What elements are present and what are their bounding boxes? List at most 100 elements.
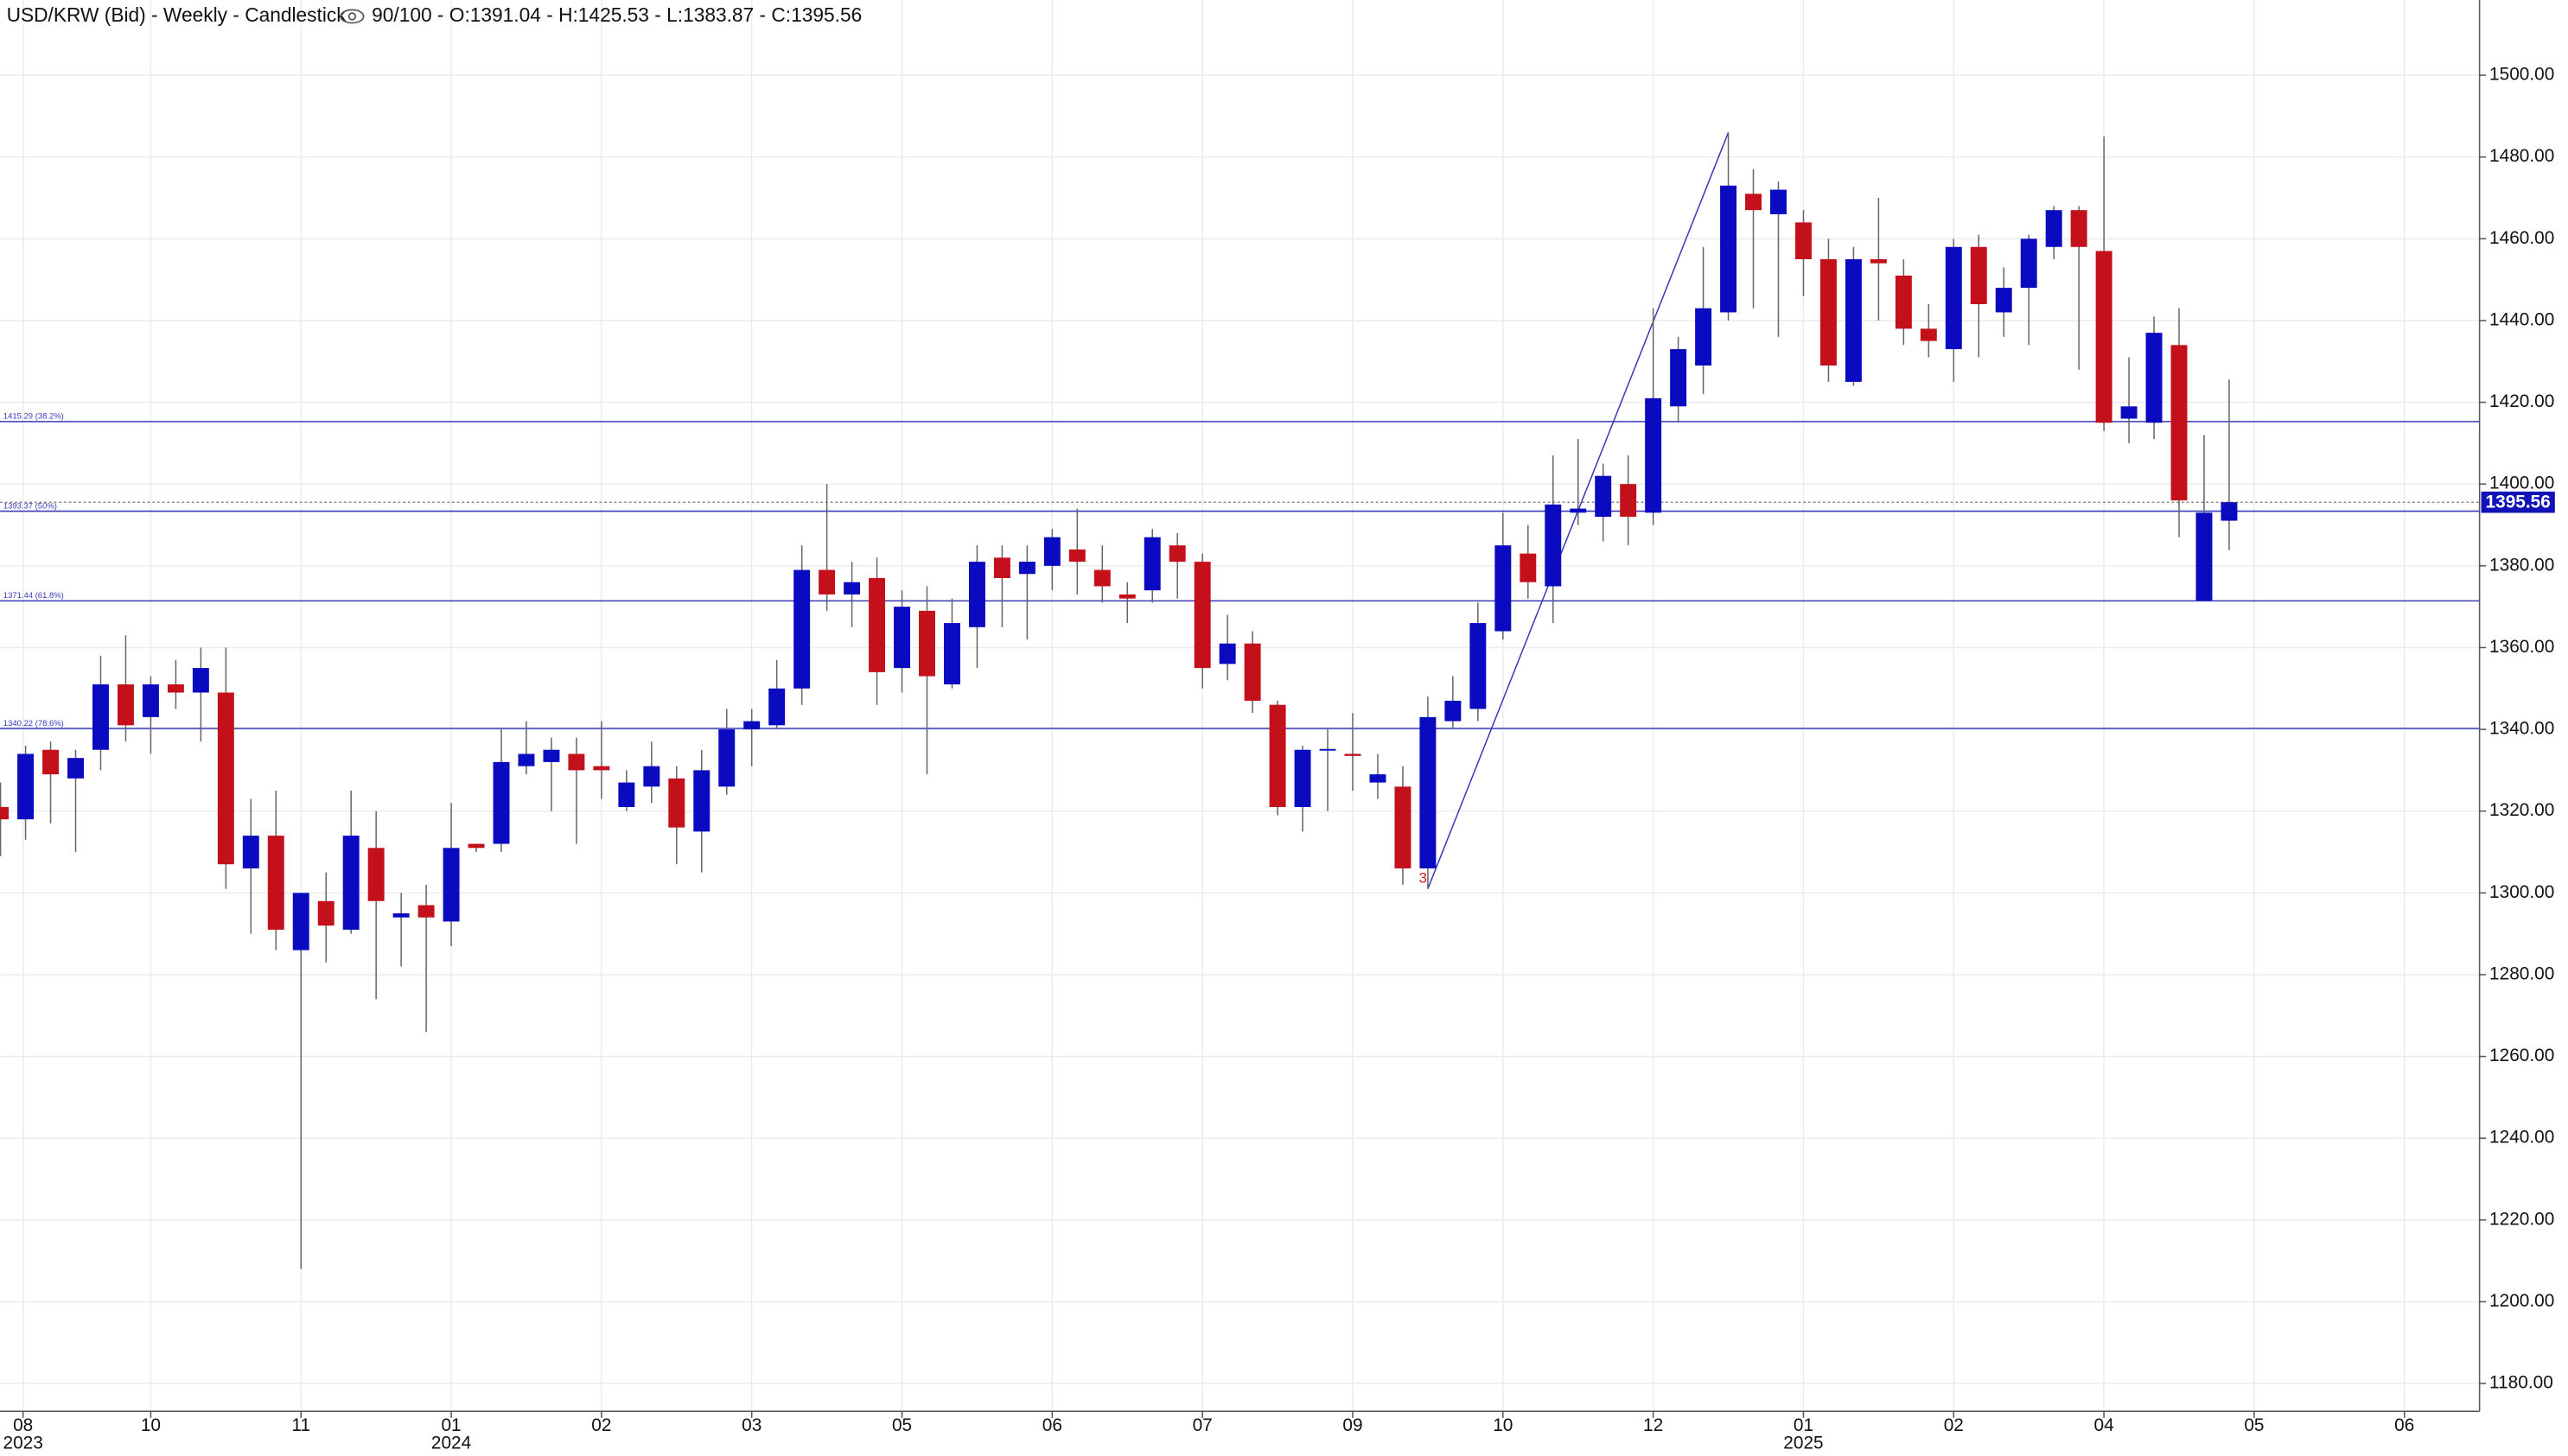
candle-body [1319, 748, 1336, 751]
candles: 3 [0, 132, 2238, 1269]
candle-body [1394, 786, 1411, 868]
candle-body [267, 836, 284, 930]
candle-body [793, 569, 811, 689]
x-tick-label: 02 [591, 1415, 611, 1435]
candle-body [117, 684, 134, 726]
x-tick-label: 06 [2394, 1415, 2414, 1435]
year-label: 2024 [431, 1434, 471, 1453]
candle-body [1870, 258, 1887, 264]
chart-title: USD/KRW (Bid) - Weekly - Candlestick [7, 3, 347, 26]
candle-body [919, 610, 935, 677]
candle-body [42, 749, 60, 775]
candle-body [1419, 716, 1437, 868]
candle-body [1219, 643, 1236, 664]
candle-body [1068, 549, 1086, 563]
candle-body [593, 766, 610, 771]
candle-body [292, 893, 309, 951]
candle-body [718, 729, 736, 787]
fib-label: 1393.37 (50%) [3, 501, 57, 511]
candle-body [1670, 349, 1687, 407]
candle-body [568, 753, 585, 771]
candle-body [1645, 397, 1662, 513]
x-tick-label: 12 [1643, 1415, 1663, 1435]
x-tick-label: 05 [2244, 1415, 2264, 1435]
candle-body [493, 761, 510, 844]
y-tick-label: 1440.00 [2489, 309, 2554, 329]
candle-body [1995, 288, 2012, 313]
x-tick-label: 02 [1944, 1415, 1964, 1435]
candle-body [1344, 753, 1361, 756]
candle-body [92, 684, 109, 750]
x-tick-label: 07 [1193, 1415, 1213, 1435]
candle-body [643, 766, 660, 787]
candle-body [993, 557, 1010, 579]
candle-body [668, 778, 685, 828]
candle-body [894, 607, 911, 669]
candle-body [1970, 246, 1987, 305]
x-tick-label: 01 [441, 1415, 461, 1435]
marker-label: 3 [1418, 870, 1426, 887]
y-tick-label: 1420.00 [2489, 391, 2554, 411]
y-tick-label: 1300.00 [2489, 882, 2554, 902]
candle-body [2095, 251, 2112, 423]
candle-body [2170, 345, 2188, 501]
y-tick-label: 1500.00 [2489, 65, 2554, 85]
year-label: 2025 [1783, 1434, 1823, 1453]
candle-body [317, 900, 335, 926]
candle-body [192, 668, 209, 693]
candle-body [1720, 185, 1737, 313]
candle-body [67, 758, 84, 779]
fib-label: 1371.44 (61.8%) [3, 591, 64, 601]
candle-body [1043, 537, 1061, 566]
candle-body [417, 905, 435, 918]
candle-body [1695, 308, 1712, 366]
candle-body [1945, 246, 1962, 350]
x-tick-label: 04 [2094, 1415, 2114, 1435]
candle-body [1294, 749, 1311, 807]
candle-body [1444, 700, 1462, 722]
candle-body [1144, 537, 1161, 591]
candle-body [2145, 333, 2163, 423]
candle-body [1819, 258, 1837, 366]
axes: 1180.00 1200.00 1220.00 1240.00 1260.00 1280.… [3, 65, 2555, 1453]
candle-body [1169, 545, 1186, 563]
y-tick-label: 1240.00 [2489, 1128, 2554, 1148]
fib-label: 1415.29 (38.2%) [3, 412, 64, 422]
candle-body [1520, 553, 1537, 582]
y-tick-label: 1400.00 [2489, 474, 2554, 493]
candle-body [693, 770, 711, 832]
candle-body [1570, 508, 1587, 513]
candle-body [142, 684, 159, 717]
candle-body [1093, 569, 1111, 587]
candle-body [1244, 643, 1261, 701]
y-tick-label: 1320.00 [2489, 800, 2554, 820]
candle-body [167, 684, 184, 693]
candle-body [543, 749, 560, 762]
y-tick-label: 1380.00 [2489, 555, 2554, 575]
candle-body [1494, 545, 1512, 632]
candle-body [1469, 623, 1487, 709]
candle-body [392, 912, 410, 918]
x-tick-label: 05 [892, 1415, 912, 1435]
candle-body [819, 569, 836, 594]
candle-body [618, 782, 635, 807]
candle-body [2195, 512, 2213, 601]
candle-body [943, 623, 960, 685]
candle-body [1118, 594, 1136, 599]
x-tick-label: 01 [1794, 1415, 1813, 1435]
x-tick-label: 03 [742, 1415, 761, 1435]
candle-body [17, 753, 35, 820]
header-stats: 90/100 - O:1391.04 - H:1425.53 - L:1383.… [372, 3, 862, 26]
candle-body [1920, 328, 1937, 341]
eye-icon [340, 9, 365, 24]
x-tick-label: 08 [13, 1415, 33, 1435]
candle-body [1595, 475, 1612, 518]
candle-body [1895, 275, 1912, 329]
candle-body [217, 692, 234, 865]
y-tick-label: 1480.00 [2489, 146, 2554, 166]
candle-body [1194, 562, 1211, 669]
x-tick-label: 06 [1042, 1415, 1062, 1435]
y-tick-label: 1280.00 [2489, 963, 2554, 983]
y-tick-label: 1340.00 [2489, 719, 2554, 739]
